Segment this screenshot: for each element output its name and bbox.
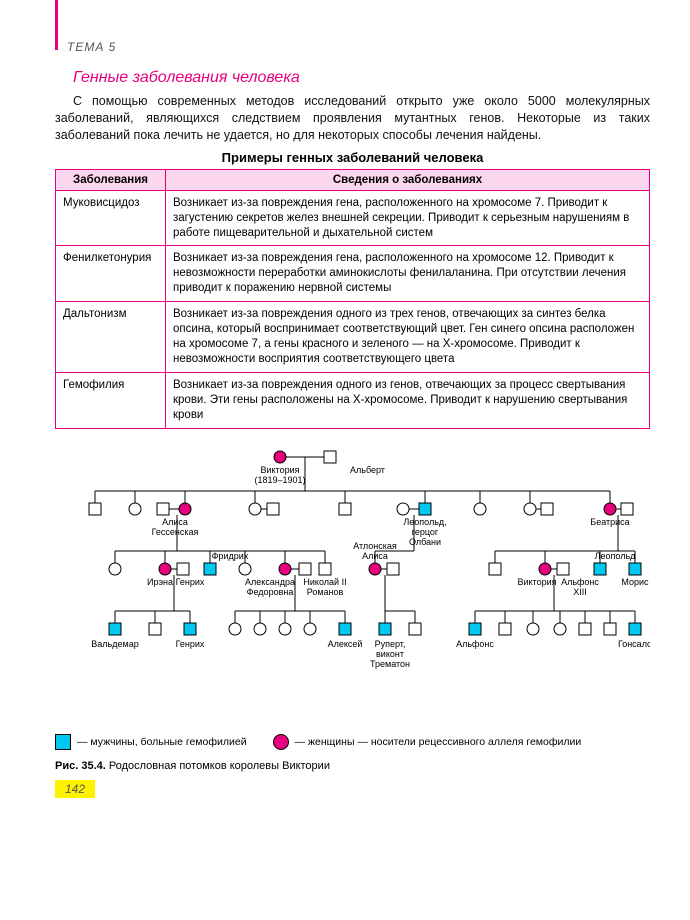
- section-title: Генные заболевания человека: [73, 69, 650, 87]
- lbl-alex-1: Александра: [245, 577, 295, 587]
- page-number: 142: [55, 780, 95, 798]
- lbl-alex-2: Федоровна: [247, 587, 294, 597]
- lbl-alf13-2: XIII: [573, 587, 587, 597]
- figure-label: Рис. 35.4.: [55, 760, 106, 772]
- lbl-waldemar: Вальдемар: [91, 639, 138, 649]
- lbl-beatrice: Беатриса: [590, 517, 629, 527]
- disease-name: Гемофилия: [56, 373, 166, 429]
- legend-male-icon: [55, 734, 71, 750]
- pedigree-diagram: Виктория (1819–1901) Альберт Алис: [55, 443, 650, 728]
- lbl-leop2: Леопольд: [595, 551, 637, 561]
- lbl-moris: Морис: [621, 577, 649, 587]
- lbl-alfonso: Альфонс: [456, 639, 494, 649]
- legend-female-text: — женщины — носители рецессивного аллеля…: [295, 736, 582, 748]
- legend-female-icon: [273, 734, 289, 750]
- lbl-alice-a-2: Атлонская: [353, 541, 397, 551]
- lbl-irene: Ирэна: [147, 577, 173, 587]
- lbl-alf13-1: Альфонс: [561, 577, 599, 587]
- lbl-vict2: Виктория: [517, 577, 556, 587]
- disease-info: Возникает из-за повреждения гена, распол…: [166, 190, 650, 246]
- lbl-heinrich2: Генрих: [176, 639, 205, 649]
- lbl-nik-2: Романов: [307, 587, 344, 597]
- lbl-alexei: Алексей: [328, 639, 363, 649]
- disease-name: Муковисцидоз: [56, 190, 166, 246]
- legend: — мужчины, больные гемофилией — женщины …: [55, 734, 650, 750]
- lbl-rupert-2: виконт: [376, 649, 404, 659]
- lbl-alice-h-1: Алиса: [162, 517, 188, 527]
- lbl-albert: Альберт: [350, 465, 385, 475]
- table-title: Примеры генных заболеваний человека: [55, 150, 650, 165]
- figure-text: Родословная потомков королевы Виктории: [109, 760, 330, 772]
- theme-label: ТЕМА 5: [67, 40, 650, 54]
- lbl-rupert-1: Руперт,: [375, 639, 406, 649]
- diseases-table: Заболевания Сведения о заболеваниях Муко…: [55, 169, 650, 429]
- intro-paragraph: С помощью современных методов исследован…: [55, 93, 650, 144]
- table-row: Муковисцидоз Возникает из-за повреждения…: [56, 190, 650, 246]
- disease-info: Возникает из-за повреждения одного из ге…: [166, 373, 650, 429]
- disease-name: Фенилкетонурия: [56, 246, 166, 302]
- lbl-victoria-1: Виктория: [260, 465, 299, 475]
- legend-male-text: — мужчины, больные гемофилией: [77, 736, 247, 748]
- lbl-gonsalo: Гонсало: [618, 639, 650, 649]
- col-header-2: Сведения о заболеваниях: [166, 169, 650, 190]
- lbl-alice-h-2: Гессенская: [152, 527, 199, 537]
- figure-caption: Рис. 35.4. Родословная потомков королевы…: [55, 760, 650, 772]
- lbl-victoria-2: (1819–1901): [254, 475, 305, 485]
- lbl-nik-1: Николай II: [303, 577, 346, 587]
- lbl-friedrich: Фридрих: [212, 551, 249, 561]
- col-header-1: Заболевания: [56, 169, 166, 190]
- disease-name: Дальтонизм: [56, 302, 166, 373]
- table-row: Дальтонизм Возникает из-за повреждения о…: [56, 302, 650, 373]
- table-row: Гемофилия Возникает из-за повреждения од…: [56, 373, 650, 429]
- lbl-leopold-2: герцог: [412, 527, 439, 537]
- disease-info: Возникает из-за повреждения одного из тр…: [166, 302, 650, 373]
- lbl-leopold-1: Леопольд,: [403, 517, 446, 527]
- lbl-rupert-3: Трематон: [370, 659, 410, 669]
- table-row: Фенилкетонурия Возникает из-за поврежден…: [56, 246, 650, 302]
- disease-info: Возникает из-за повреждения гена, распол…: [166, 246, 650, 302]
- lbl-heinrich: Генрих: [176, 577, 205, 587]
- lbl-alice-a-1: Алиса: [362, 551, 388, 561]
- accent-rule: [55, 0, 58, 50]
